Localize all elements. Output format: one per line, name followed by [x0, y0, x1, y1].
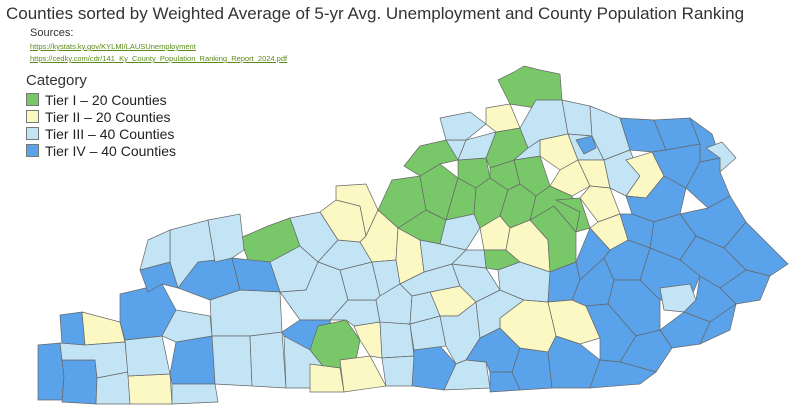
county-e-112[interactable]	[699, 303, 737, 345]
legend-swatch-tier-1	[26, 93, 39, 106]
legend-swatch-tier-2	[26, 110, 39, 123]
county-sc-51[interactable]	[511, 347, 553, 391]
map-legend: Category Tier I – 20 Counties Tier II – …	[26, 72, 176, 159]
county-n-79[interactable]	[439, 111, 487, 141]
county-far-west-7[interactable]	[127, 373, 173, 405]
county-cw-29[interactable]	[309, 363, 345, 393]
county-far-west-2[interactable]	[61, 359, 98, 405]
county-west-22[interactable]	[211, 335, 253, 387]
county-n-81[interactable]	[497, 65, 563, 109]
county-cw-32[interactable]	[379, 321, 415, 359]
county-far-west-1[interactable]	[37, 342, 65, 401]
county-cw-30[interactable]	[339, 355, 387, 393]
county-west-23[interactable]	[249, 331, 287, 389]
sources-label: Sources:	[30, 27, 74, 39]
legend-item-tier-2: Tier II – 20 Counties	[26, 108, 176, 125]
county-sc-43[interactable]	[381, 355, 415, 387]
county-e-121[interactable]	[547, 335, 601, 389]
county-far-west-3[interactable]	[59, 311, 86, 346]
county-far-west-8[interactable]	[124, 335, 171, 377]
county-c-74[interactable]	[554, 197, 591, 233]
county-c-70[interactable]	[451, 249, 487, 269]
page-title: Counties sorted by Weighted Average of 5…	[6, 4, 745, 23]
county-west-18[interactable]	[207, 213, 245, 263]
legend-swatch-tier-4	[26, 144, 39, 157]
county-west-12[interactable]	[171, 383, 219, 405]
legend-item-tier-1: Tier I – 20 Counties	[26, 91, 176, 108]
county-west-15[interactable]	[139, 229, 171, 271]
source-link-kystats[interactable]: https://kystats.ky.gov/KYLMI/LAUSUnemplo…	[30, 42, 196, 51]
source-link-cedky[interactable]: https://cedky.com/cdr/141_Ky_County_Popu…	[30, 54, 288, 63]
county-n-88[interactable]	[575, 135, 597, 155]
legend-title: Category	[26, 72, 87, 89]
legend-swatch-tier-3	[26, 127, 39, 140]
legend-item-tier-4: Tier IV – 40 Counties	[26, 142, 176, 159]
county-west-10[interactable]	[169, 335, 216, 385]
county-west-21[interactable]	[209, 289, 283, 337]
county-n-80[interactable]	[485, 103, 521, 133]
county-e-107[interactable]	[719, 269, 771, 305]
county-e-120[interactable]	[619, 329, 673, 373]
county-n-98[interactable]	[705, 141, 737, 173]
legend-label-tier-1: Tier I – 20 Counties	[45, 91, 167, 108]
legend-label-tier-3: Tier III – 40 Counties	[45, 125, 175, 142]
county-e-111[interactable]	[659, 311, 711, 349]
legend-label-tier-2: Tier II – 20 Counties	[45, 108, 171, 125]
county-sc-48[interactable]	[443, 359, 491, 391]
county-west-11[interactable]	[161, 309, 213, 343]
legend-label-tier-4: Tier IV – 40 Counties	[45, 142, 176, 159]
legend-item-tier-3: Tier III – 40 Counties	[26, 125, 176, 142]
county-far-west-4[interactable]	[81, 311, 126, 346]
county-n-86[interactable]	[512, 139, 541, 161]
county-e-122[interactable]	[589, 359, 657, 389]
